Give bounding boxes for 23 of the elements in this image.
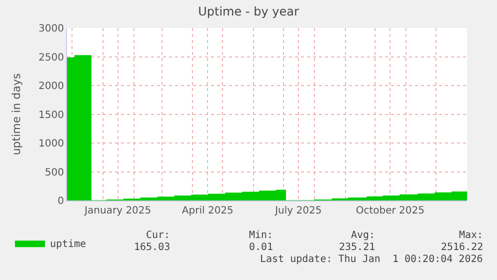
chart-title: Uptime - by year (198, 4, 299, 18)
text: 0.01 (249, 242, 274, 253)
x-tick-label: January 2025 (84, 206, 152, 217)
text: Avg: (351, 230, 376, 241)
text: Cur: (146, 230, 170, 241)
y-tick-label: 3000 (38, 24, 64, 34)
text: Max: (459, 230, 484, 241)
y-tick-label: 2500 (38, 52, 64, 64)
text: Min: (249, 230, 274, 241)
text: 165.03 (134, 242, 170, 253)
y-axis-title: uptime in days (10, 73, 24, 156)
legend-label: uptime (50, 239, 86, 250)
text: 235.21 (339, 242, 376, 253)
y-tick-label: 0 (58, 196, 64, 208)
y-tick-label: 1000 (38, 138, 64, 150)
text: 2516.22 (441, 242, 484, 253)
x-tick-label: October 2025 (356, 206, 425, 217)
x-tick-label: July 2025 (274, 206, 322, 217)
y-tick-label: 500 (44, 167, 64, 178)
y-tick-label: 1500 (38, 110, 64, 121)
y-tick-label: 2000 (38, 81, 64, 92)
text: Last update: Thu Jan 1 00:20:04 2026 (260, 254, 483, 265)
x-tick-label: April 2025 (182, 206, 234, 217)
